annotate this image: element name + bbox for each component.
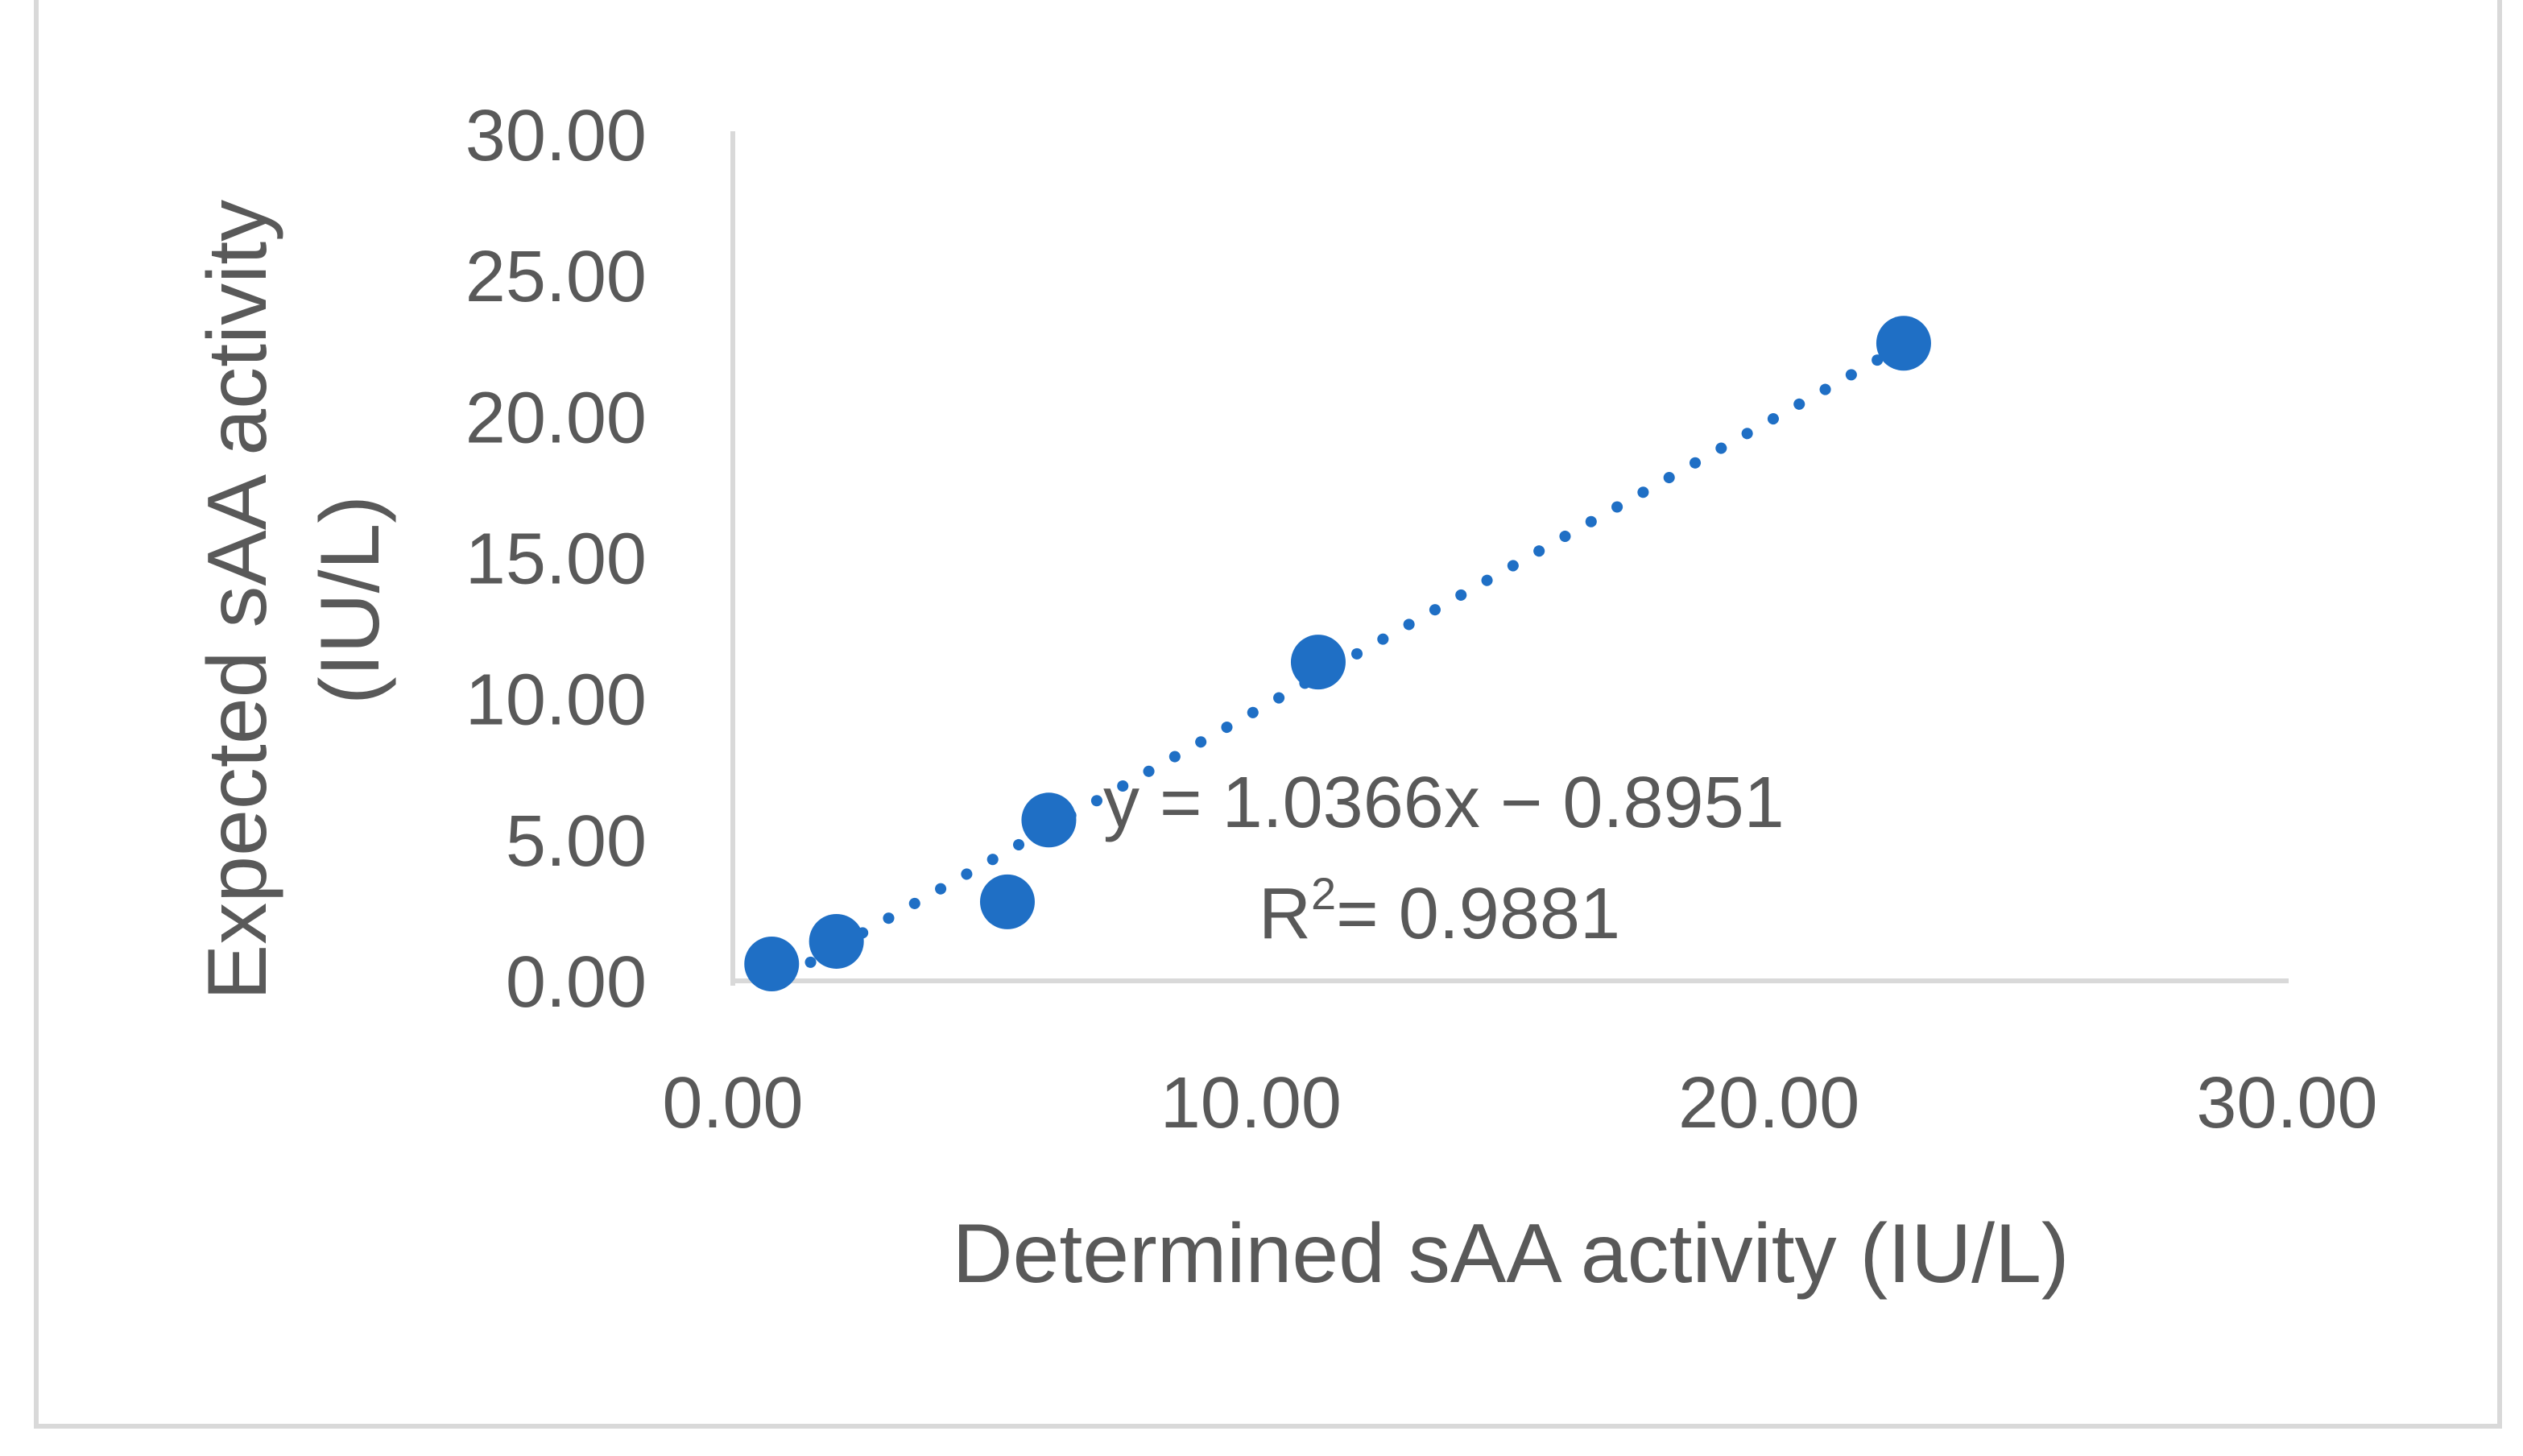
trendline-line bbox=[804, 339, 1909, 968]
r-squared-superscript: 2 bbox=[1311, 868, 1336, 919]
y-tick-label: 30.00 bbox=[465, 96, 647, 176]
y-tick-label: 20.00 bbox=[465, 378, 647, 458]
x-tick-label: 30.00 bbox=[2196, 1063, 2377, 1144]
x-tick-label: 20.00 bbox=[1678, 1063, 1859, 1144]
y-axis-title: Expected sAA activity (IU/L) bbox=[191, 200, 397, 1000]
data-point bbox=[1876, 316, 1931, 371]
y-tick-labels: 0.00 5.00 10.00 15.00 20.00 25.00 30.00 bbox=[465, 96, 647, 1023]
x-tick-labels: 0.00 10.00 20.00 30.00 bbox=[662, 1063, 2377, 1144]
y-tick-label: 5.00 bbox=[506, 801, 647, 882]
y-axis-title-line-1: Expected sAA activity bbox=[191, 200, 284, 1000]
data-point bbox=[1290, 635, 1346, 690]
data-point bbox=[809, 913, 864, 969]
trendline-equation: y = 1.0366x − 0.8951 bbox=[1103, 763, 1785, 843]
r-squared-label: R2= 0.9881 bbox=[1259, 868, 1620, 954]
data-point bbox=[1021, 792, 1077, 848]
x-tick-label: 0.00 bbox=[662, 1063, 803, 1144]
x-axis-title: Determined sAA activity (IU/L) bbox=[952, 1207, 2069, 1301]
data-points bbox=[744, 316, 1931, 991]
data-point bbox=[979, 874, 1035, 929]
r-squared-value: = 0.9881 bbox=[1336, 874, 1620, 954]
y-axis-title-line-2: (IU/L) bbox=[304, 495, 397, 705]
chart-frame bbox=[34, 0, 2502, 1429]
y-tick-label: 15.00 bbox=[465, 519, 647, 600]
x-tick-label: 10.00 bbox=[1160, 1063, 1342, 1144]
trendline bbox=[804, 339, 1909, 968]
r-squared-prefix: R bbox=[1259, 874, 1311, 954]
data-point bbox=[744, 936, 800, 991]
axes bbox=[730, 131, 2289, 986]
y-tick-label: 10.00 bbox=[465, 660, 647, 741]
y-tick-label: 25.00 bbox=[465, 237, 647, 317]
y-tick-label: 0.00 bbox=[506, 942, 647, 1023]
